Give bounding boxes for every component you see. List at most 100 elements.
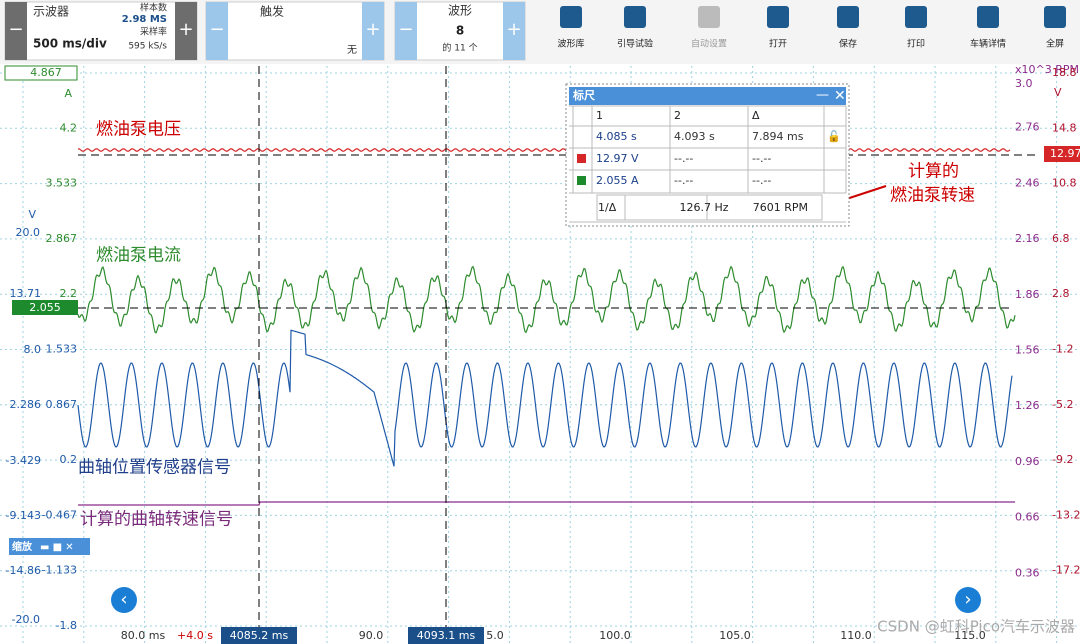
- zoom-controls: ▬ ■ ✕: [40, 542, 74, 553]
- minus-button[interactable]: [395, 2, 417, 60]
- waveform-label: 波形: [448, 4, 472, 18]
- y-tick-label: -13.2: [1052, 508, 1080, 521]
- y-tick-label: 0.2: [60, 453, 78, 466]
- ruler-titlebar: [569, 87, 846, 105]
- y-tick-label: 2.8: [1052, 287, 1070, 300]
- plus-button[interactable]: [362, 2, 384, 60]
- nav-icon: ›: [964, 589, 971, 610]
- series-swatch: [577, 154, 586, 163]
- y-tick-label: 2.867: [46, 232, 78, 245]
- toolbar-button[interactable]: 全屏: [1044, 6, 1066, 50]
- toolbar-button[interactable]: 保存: [837, 6, 859, 50]
- y-tick-label: 18.8: [1052, 66, 1077, 79]
- table-cell: 7601 RPM: [753, 201, 808, 214]
- x-tick-label: 110.0: [840, 629, 872, 642]
- toolbar-button[interactable]: 打开: [767, 6, 789, 50]
- table-cell: 12.97 V: [596, 152, 639, 165]
- y-tick-label: -3.429: [6, 454, 41, 467]
- x-tick-label: +4.0 s: [177, 629, 213, 642]
- button-label: 车辆详情: [970, 38, 1006, 50]
- marker-label: 2.055: [29, 301, 61, 314]
- minus-button[interactable]: [5, 2, 27, 60]
- axis-unit: x10^3 RPM: [1015, 63, 1079, 76]
- freq-row: [596, 194, 823, 221]
- rate-label: 采样率: [140, 26, 167, 38]
- toolbar-button[interactable]: 自动设置: [691, 6, 727, 50]
- button-icon: [767, 6, 789, 28]
- button-icon: [1044, 6, 1066, 28]
- y-tick-label: 2.76: [1015, 121, 1040, 134]
- annotation: 燃油泵转速: [890, 186, 975, 206]
- plus-icon: +: [506, 19, 521, 40]
- trigger-mode[interactable]: 无: [347, 45, 357, 56]
- toolbar-button[interactable]: 车辆详情: [970, 6, 1006, 50]
- y-tick-label: 2.46: [1015, 176, 1040, 189]
- button-icon: [624, 6, 646, 28]
- button-label: 打开: [769, 38, 787, 50]
- close[interactable]: ✕: [834, 88, 846, 104]
- rpm-trace: [78, 501, 1015, 506]
- toolbar-button[interactable]: 引导试验: [617, 6, 653, 50]
- nav-icon: ‹: [120, 589, 127, 610]
- y-tick-label: 1.533: [46, 343, 78, 356]
- button-icon: [698, 6, 720, 28]
- x-tick-label: 100.0: [599, 629, 631, 642]
- plus-icon: +: [365, 19, 380, 40]
- table-cell: 2.055 A: [596, 174, 639, 187]
- y-tick-label: -9.143: [6, 509, 41, 522]
- y-tick-label: 0.867: [46, 398, 78, 411]
- y-tick-label: 20.0: [16, 226, 41, 239]
- toolbar-button[interactable]: 波形库: [557, 6, 585, 50]
- plus-button[interactable]: [503, 2, 525, 60]
- table-cell: 4.093 s: [674, 130, 715, 143]
- button-label: 打印: [907, 38, 925, 50]
- marker: [1044, 146, 1080, 162]
- minus-icon: −: [8, 19, 23, 40]
- table-header: 2: [674, 109, 681, 122]
- y-tick-label: -1.133: [42, 564, 77, 577]
- minus-button[interactable]: [206, 2, 228, 60]
- y-tick-label: 4.2: [60, 121, 78, 134]
- button-icon: [560, 6, 582, 28]
- y-tick-label: -5.2: [1052, 398, 1073, 411]
- axis-unit: A: [64, 87, 72, 100]
- y-tick-label: 10.8: [1052, 177, 1077, 190]
- toolbar-button[interactable]: 打印: [905, 6, 927, 50]
- crank-trace: [77, 329, 1013, 467]
- plus-button[interactable]: [175, 2, 197, 60]
- samples-label: 样本数: [140, 2, 167, 14]
- y-tick-label: -0.467: [42, 508, 77, 521]
- y-tick-label: -1.2: [1052, 343, 1073, 356]
- annotation: 曲轴位置传感器信号: [78, 458, 231, 478]
- marker: [12, 300, 78, 315]
- ruler-panel: 标尺 — ✕ 1 2 Δ 4.085 s 4.093 s 7.894 ms 12.97 V -…: [565, 83, 850, 227]
- timebase[interactable]: 500 ms/div: [33, 37, 107, 51]
- x-tick-label: 5.0: [486, 629, 504, 642]
- ruler-tag: [408, 627, 484, 644]
- y-tick-label: 13.71: [10, 287, 42, 300]
- axis-unit: V: [1054, 86, 1062, 99]
- button-icon: [977, 6, 999, 28]
- button-icon: [905, 6, 927, 28]
- y-tick-label: 0.66: [1015, 511, 1040, 524]
- table-header: Δ: [752, 109, 760, 122]
- y-tick-label: 2.16: [1015, 232, 1040, 245]
- samples: 2.98 MS: [122, 14, 167, 25]
- y-tick-label: 1.56: [1015, 344, 1040, 357]
- ruler-title: 标尺: [572, 88, 595, 102]
- zoom-badge[interactable]: [9, 538, 90, 555]
- table-cell: 7.894 ms: [752, 130, 804, 143]
- button-label: 引导试验: [617, 38, 653, 50]
- nav-button[interactable]: [955, 587, 981, 613]
- table-header: 1: [596, 109, 603, 122]
- nav-button[interactable]: [111, 587, 137, 613]
- marker-label: 4.867: [30, 66, 62, 79]
- watermark: CSDN @虹科Pico汽车示波器: [877, 618, 1075, 636]
- minimize[interactable]: —: [816, 88, 829, 103]
- scope-box: [4, 1, 198, 61]
- x-tick-label: 80.0 ms: [121, 629, 166, 642]
- table-cell: --.--: [752, 174, 771, 187]
- button-label: 自动设置: [691, 38, 727, 50]
- y-tick-label: 2.286: [10, 398, 42, 411]
- table-cell: --.--: [674, 174, 693, 187]
